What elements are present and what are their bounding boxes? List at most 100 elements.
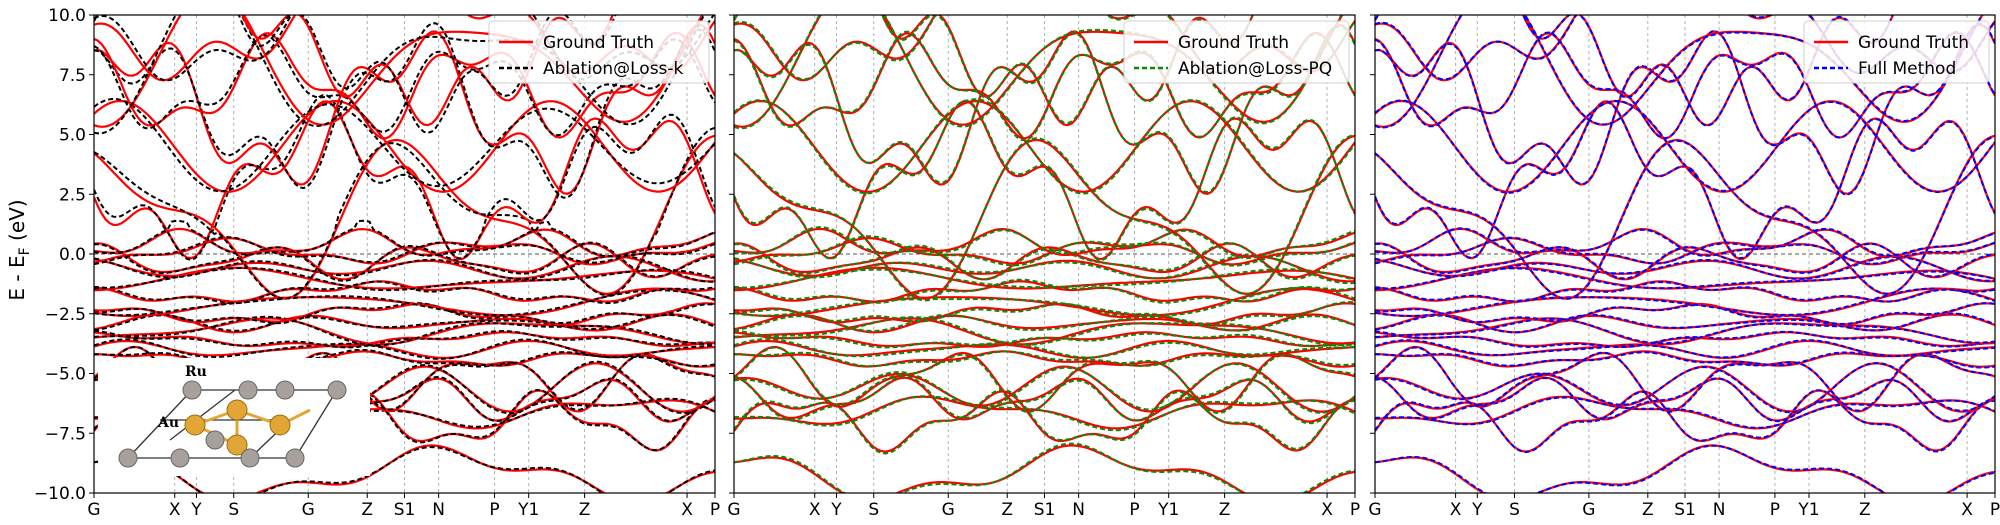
kpoint-label: X	[809, 500, 821, 520]
y-tick-label: −7.5	[45, 424, 86, 444]
ru-atom	[327, 380, 347, 400]
y-tick-label: 10.0	[48, 6, 86, 26]
inset-label-ru: Ru	[185, 364, 207, 380]
crystal-structure-inset: Ru Au	[98, 358, 370, 476]
legend-entry: Ablation@Loss-k	[543, 59, 684, 79]
predicted-band	[734, 98, 1355, 195]
predicted-band	[1375, 330, 1995, 349]
kpoint-label: Z	[579, 500, 591, 520]
predicted-band	[94, 388, 715, 454]
predicted-band	[94, 34, 715, 137]
au-atom	[226, 399, 248, 421]
predicted-band	[94, 241, 715, 282]
kpoint-label: N	[1713, 500, 1726, 520]
ground-truth-band	[94, 242, 715, 281]
legend-entry: Ablation@Loss-PQ	[1178, 59, 1332, 79]
ru-atom	[205, 430, 225, 450]
legend-entry: Full Method	[1858, 59, 1956, 79]
kpoint-label: G	[1582, 500, 1595, 520]
au-atom	[184, 414, 206, 436]
ground-truth-band	[94, 134, 715, 300]
kpoint-label: G	[1368, 500, 1381, 520]
kpoint-label: Y1	[1157, 500, 1179, 520]
predicted-band	[1375, 312, 1995, 334]
kpoint-label: Z	[361, 500, 373, 520]
y-axis-title-unit: (eV)	[5, 199, 29, 247]
kpoint-label: P	[710, 500, 720, 520]
y-tick-label: 7.5	[59, 66, 86, 86]
predicted-band	[734, 25, 1355, 194]
predicted-band	[1375, 242, 1995, 280]
predicted-band	[734, 395, 1355, 432]
predicted-band	[1375, 15, 1984, 129]
legend-entry: Ground Truth	[543, 33, 654, 53]
kpoint-label: P	[1770, 500, 1780, 520]
predicted-band	[94, 94, 715, 261]
predicted-band	[94, 236, 715, 266]
ground-truth-band	[94, 302, 715, 326]
predicted-band	[734, 316, 1355, 347]
kpoint-label: Y1	[1797, 500, 1819, 520]
legend-box	[488, 20, 710, 84]
ground-truth-band	[94, 15, 704, 128]
predicted-band	[1375, 30, 1995, 140]
predicted-band	[734, 301, 1355, 327]
legend-box	[1803, 20, 1990, 84]
predicted-band	[1375, 362, 1995, 414]
ground-truth-band	[734, 395, 1355, 430]
predicted-band	[734, 346, 1355, 415]
predicted-band	[94, 22, 715, 199]
predicted-band	[734, 286, 1355, 317]
predicted-band	[1375, 15, 1995, 81]
kpoint-label: S1	[394, 500, 416, 520]
kpoint-label: N	[432, 500, 445, 520]
predicted-band	[734, 442, 1355, 493]
kpoint-label: Y	[830, 500, 842, 520]
legend-entry: Ground Truth	[1858, 33, 1969, 53]
predicted-band	[1375, 339, 1995, 359]
au-atom	[226, 434, 248, 456]
predicted-band	[1375, 22, 1995, 196]
y-tick-label: 5.0	[59, 126, 86, 146]
ground-truth-band	[734, 287, 1355, 318]
kpoint-label: X	[1450, 500, 1462, 520]
kpoint-label: P	[1129, 500, 1139, 520]
kpoint-label: Y	[190, 500, 202, 520]
predicted-band	[1375, 444, 1995, 493]
predicted-band	[1375, 396, 1995, 429]
legend-box	[1123, 20, 1350, 84]
y-tick-label: −2.5	[45, 305, 86, 325]
ru-atom	[118, 448, 138, 468]
predicted-band	[734, 15, 1254, 125]
kpoint-label: S	[228, 500, 239, 520]
predicted-band	[734, 313, 1355, 332]
ru-atom	[170, 448, 190, 468]
au-atom	[269, 414, 291, 436]
y-tick-label: −10.0	[34, 484, 86, 504]
predicted-band	[734, 350, 1355, 368]
y-tick-label: 2.5	[59, 185, 86, 205]
y-tick-label: −5.0	[45, 365, 86, 385]
ground-truth-band	[94, 15, 614, 127]
predicted-band	[94, 126, 715, 300]
kpoint-label: N	[1072, 500, 1085, 520]
ground-truth-band	[1375, 339, 1995, 359]
predicted-band	[734, 338, 1355, 359]
predicted-band	[1375, 287, 1995, 318]
predicted-band	[94, 338, 715, 360]
ground-truth-band	[94, 99, 715, 193]
predicted-band	[94, 97, 715, 193]
kpoint-label: P	[1990, 500, 2000, 520]
kpoint-label: Z	[1642, 500, 1654, 520]
legend: Ground Truth Ablation@Loss-PQ	[1123, 20, 1350, 84]
y-axis-title: E - EF (eV)	[5, 199, 33, 300]
ru-atom	[285, 448, 305, 468]
predicted-band	[1375, 227, 1995, 257]
predicted-band	[94, 219, 715, 258]
predicted-band	[1375, 99, 1995, 194]
kpoint-label: G	[302, 500, 315, 520]
predicted-band	[734, 253, 1355, 285]
kpoint-label: G	[942, 500, 955, 520]
